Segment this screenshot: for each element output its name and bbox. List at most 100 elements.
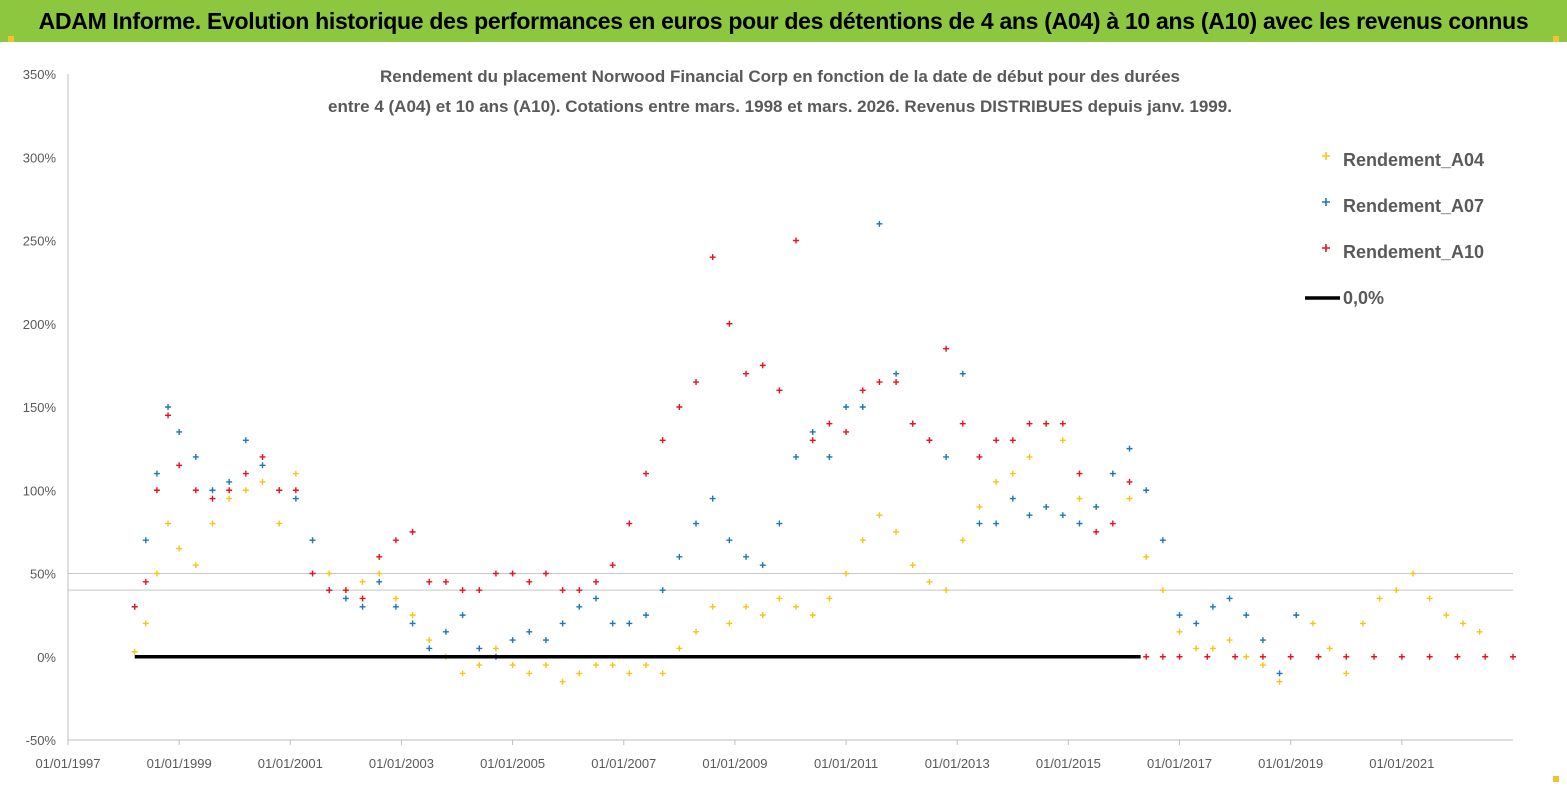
data-point	[492, 645, 499, 652]
data-point	[943, 453, 950, 460]
data-point	[1143, 553, 1150, 560]
data-point	[1287, 653, 1294, 660]
data-point	[192, 453, 199, 460]
data-point	[926, 578, 933, 585]
data-point	[659, 670, 666, 677]
data-point	[743, 553, 750, 560]
data-point	[226, 478, 233, 485]
data-point	[626, 670, 633, 677]
data-point	[976, 453, 983, 460]
x-tick-label: 01/01/2019	[1258, 756, 1323, 771]
data-point	[893, 379, 900, 386]
data-point	[509, 570, 516, 577]
y-tick-label: 350%	[23, 67, 57, 82]
legend: Rendement_A04 Rendement_A07 Rendement_A10 0…	[1290, 134, 1518, 364]
data-point	[643, 612, 649, 619]
data-point	[376, 570, 383, 577]
data-point	[876, 220, 883, 227]
data-point	[1243, 612, 1250, 619]
y-axis: -50% 0% 50% 100% 150% 200% 250% 300% 350%	[23, 67, 57, 748]
data-point	[359, 603, 366, 610]
data-point	[1359, 620, 1366, 627]
data-point	[709, 495, 716, 502]
data-point	[1076, 520, 1083, 527]
plot-area	[131, 220, 1516, 685]
x-tick-label: 01/01/2015	[1036, 756, 1101, 771]
data-point	[1059, 512, 1066, 519]
data-point	[1176, 612, 1183, 619]
data-point	[826, 420, 833, 427]
x-tick-label: 01/01/2009	[702, 756, 767, 771]
corner-mark	[1553, 36, 1559, 42]
data-point	[1293, 612, 1300, 619]
data-point	[1259, 637, 1266, 644]
data-point	[1026, 420, 1033, 427]
data-point	[192, 487, 199, 494]
data-point	[1482, 653, 1489, 660]
data-point	[259, 462, 266, 469]
data-point	[292, 470, 299, 477]
data-point	[1326, 645, 1333, 652]
data-point	[1226, 595, 1233, 602]
data-point	[442, 628, 449, 635]
x-tick-label: 01/01/2007	[591, 756, 656, 771]
data-point	[476, 662, 483, 669]
data-point	[693, 628, 700, 635]
data-point	[1309, 620, 1316, 627]
data-point	[676, 553, 683, 560]
x-tick-label: 01/01/2005	[480, 756, 545, 771]
data-point	[592, 662, 599, 669]
data-point	[1209, 645, 1216, 652]
data-point	[426, 645, 433, 652]
data-point	[476, 645, 483, 652]
data-point	[242, 437, 249, 444]
data-point	[759, 612, 766, 619]
data-point	[1510, 653, 1516, 660]
data-point	[142, 578, 149, 585]
data-point	[209, 495, 216, 502]
data-point	[1126, 445, 1133, 452]
chart: -50% 0% 50% 100% 150% 200% 250% 300% 350% 01/01/…	[0, 42, 1567, 790]
data-point	[859, 387, 866, 394]
data-point	[1043, 420, 1050, 427]
legend-box	[1290, 134, 1518, 364]
data-point	[131, 648, 138, 655]
data-point	[1176, 628, 1183, 635]
data-point	[542, 662, 549, 669]
data-point	[959, 537, 966, 544]
data-point	[459, 587, 466, 594]
data-point	[259, 478, 266, 485]
data-point	[559, 620, 566, 627]
x-tick-label: 01/01/2001	[258, 756, 323, 771]
data-point	[1426, 653, 1433, 660]
data-point	[376, 578, 383, 585]
chart-title-line1: Rendement du placement Norwood Financial…	[380, 67, 1180, 86]
data-point	[643, 662, 649, 669]
data-point	[1376, 595, 1383, 602]
data-point	[926, 437, 933, 444]
data-point	[643, 470, 649, 477]
legend-label: 0,0%	[1343, 288, 1384, 308]
data-point	[893, 370, 900, 377]
data-point	[342, 587, 349, 594]
data-point	[1409, 570, 1416, 577]
data-point	[843, 404, 850, 410]
data-point	[1371, 653, 1378, 660]
data-point	[1193, 620, 1200, 627]
data-point	[893, 528, 900, 535]
data-point	[1059, 437, 1066, 444]
data-point	[409, 528, 416, 535]
data-point	[176, 428, 183, 435]
legend-label: Rendement_A10	[1343, 242, 1484, 262]
y-tick-label: 250%	[23, 234, 57, 249]
data-point	[743, 603, 750, 610]
data-point	[776, 520, 783, 527]
data-point	[809, 437, 816, 444]
corner-mark	[8, 36, 14, 42]
chart-title-line2: entre 4 (A04) et 10 ans (A10). Cotations…	[328, 97, 1232, 116]
data-point	[1159, 537, 1166, 544]
data-point	[1109, 470, 1116, 477]
y-tick-label: 300%	[23, 150, 57, 165]
y-tick-label: 200%	[23, 317, 57, 332]
data-point	[843, 570, 850, 577]
